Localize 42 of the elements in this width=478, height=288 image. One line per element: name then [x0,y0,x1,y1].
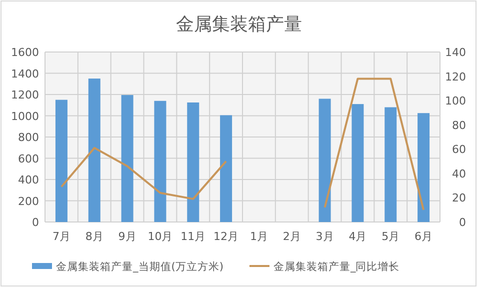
y-tick-label: 200 [18,194,39,208]
bar [154,100,166,222]
x-tick-label: 2月 [282,230,301,243]
y-tick-label: 800 [18,131,39,144]
x-tick-label: 3月 [316,230,334,243]
y-tick-label: 0 [32,216,39,229]
y-tick-label: 1000 [11,110,39,123]
y2-tick-label: 140 [445,46,466,59]
bar [418,113,430,222]
bar [187,102,200,222]
y-tick-label: 1600 [11,46,39,59]
x-tick-label: 4月 [348,230,367,243]
y-tick-label: 400 [18,174,39,186]
bar [384,107,397,222]
x-tick-label: 11月 [180,230,206,243]
x-tick-label: 6月 [414,230,433,243]
bar [352,104,364,222]
y2-tick-label: 0 [459,216,466,229]
y-tick-label: 1200 [11,88,39,102]
y2-tick-label: 100 [445,94,466,108]
x-tick-label: 7月 [52,230,70,243]
x-tick-label: 5月 [382,230,400,243]
legend-label: 金属集装箱产量_当期值(万立方米) [56,260,224,273]
x-tick-label: 8月 [85,230,104,243]
y2-tick-label: 40 [452,167,466,180]
y2-tick-label: 20 [452,192,466,205]
y2-tick-label: 120 [445,70,466,84]
y-tick-label: 600 [18,152,39,166]
x-tick-label: 9月 [118,230,136,243]
y2-tick-label: 60 [452,143,466,156]
bar [121,95,134,222]
legend-label: 金属集装箱产量_同比增长 [273,260,400,273]
bar [55,100,68,222]
chart-title: 金属集装箱产量 [176,14,302,35]
x-tick-label: 10月 [148,230,173,243]
bar [318,98,331,222]
y-tick-label: 1400 [11,67,39,80]
bar [88,78,100,222]
x-tick-label: 12月 [214,230,239,243]
bar [220,115,232,222]
y2-tick-label: 80 [452,118,466,132]
x-tick-label: 1月 [250,230,268,243]
